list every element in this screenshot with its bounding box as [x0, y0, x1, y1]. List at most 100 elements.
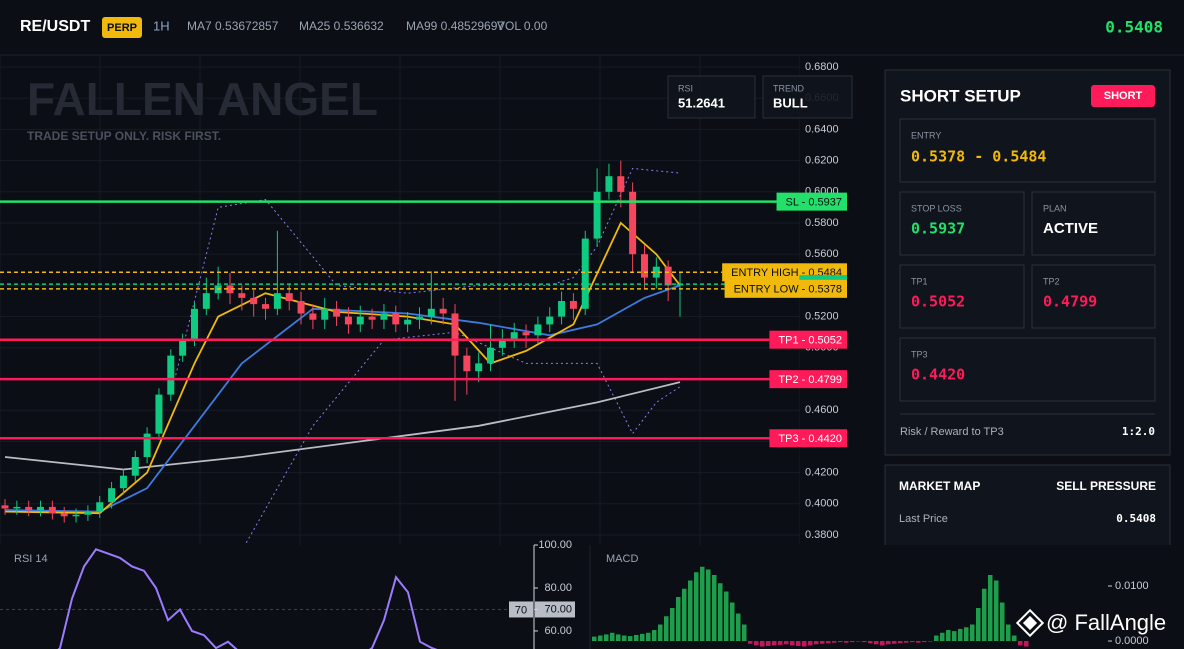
stop-card — [899, 191, 1025, 256]
candle-body — [190, 308, 198, 340]
macd-bar — [622, 635, 627, 642]
level-label-bg — [776, 192, 847, 211]
macd-bar — [778, 641, 783, 645]
macd-bar — [904, 641, 909, 643]
candle-body — [238, 293, 246, 298]
macd-bar — [676, 597, 681, 642]
candle-body — [522, 332, 530, 336]
last-price-value: 0.5408 — [1116, 512, 1156, 525]
last-price: 0.5408 — [1105, 18, 1163, 37]
y-tick-label: 0.4600 — [805, 404, 839, 416]
entry-label: ENTRY — [911, 130, 941, 140]
macd-bar — [982, 588, 987, 642]
candle-body — [179, 340, 187, 356]
macd-bar — [688, 580, 693, 642]
candle-body — [463, 355, 471, 372]
macd-bar — [658, 624, 663, 642]
macd-bar — [652, 630, 657, 642]
macd-bar — [724, 591, 729, 642]
candle-body — [558, 301, 566, 317]
tp2-value: 0.4799 — [1043, 293, 1097, 311]
grid — [0, 56, 800, 545]
macd-bar — [934, 635, 939, 642]
candle-body — [25, 506, 33, 511]
y-tick-label: 0.3800 — [805, 529, 839, 541]
macd-bar — [898, 641, 903, 644]
rsi-label: RSI — [678, 83, 693, 93]
ma99: MA99 0.48529697 — [406, 19, 504, 33]
macd-bar — [1012, 635, 1017, 642]
macd-bar — [832, 641, 837, 643]
y-tick-label: 0.0100 — [1115, 580, 1149, 592]
badge: PERP — [107, 22, 137, 34]
candle-body — [131, 457, 139, 476]
candle-body — [664, 266, 672, 286]
macd-bar — [946, 630, 951, 642]
candle-body — [344, 316, 352, 325]
tp2-label: TP2 — [1043, 276, 1060, 286]
candle-body — [629, 191, 637, 255]
candle-body — [60, 513, 68, 517]
candle-body — [226, 285, 234, 294]
rsi-value: 51.2641 — [678, 95, 725, 110]
candle-body — [380, 313, 388, 320]
level-label-bg — [724, 279, 847, 298]
macd-bar — [964, 627, 969, 642]
panel-title: MACD — [606, 553, 638, 565]
badge-bg — [102, 17, 142, 38]
macd-bar — [826, 641, 831, 644]
header: RE/USDT PERP 1H MA7 0.53672857 MA25 0.53… — [0, 17, 1184, 56]
candle-body — [48, 506, 56, 514]
macd-bar — [814, 641, 819, 645]
symbol: RE/USDT — [20, 18, 90, 35]
setup-title: SHORT SETUP — [900, 86, 1021, 105]
tp1-card — [899, 264, 1025, 329]
macd-bar — [682, 588, 687, 642]
level-label-bg — [769, 429, 847, 448]
macd-bar — [712, 574, 717, 642]
tp3-label: TP3 — [911, 349, 928, 359]
candle-body — [415, 316, 423, 320]
rr-value: 1:2.0 — [1122, 425, 1155, 438]
candle-body — [581, 238, 589, 309]
candle-body — [155, 394, 163, 434]
plan-label: PLAN — [1043, 203, 1067, 213]
y-tick-label: 0.5800 — [805, 217, 839, 229]
market-title: MARKET MAP — [899, 479, 980, 493]
level-label: TP2 - 0.4799 — [778, 374, 842, 386]
macd-bar — [808, 641, 813, 646]
level-label: ENTRY LOW - 0.5378 — [734, 284, 842, 296]
macd-bar — [592, 636, 597, 642]
level-badge-bg — [509, 601, 533, 618]
watermark-subtitle: TRADE SETUP ONLY. RISK FIRST. — [27, 129, 221, 143]
macd-bar — [886, 641, 891, 645]
candle-body — [487, 347, 495, 364]
macd-bar — [1006, 624, 1011, 642]
candle-body — [108, 488, 116, 503]
y-tick-label: 0.6200 — [805, 155, 839, 167]
macd-bar — [790, 641, 795, 646]
y-tick-label: 0.6800 — [805, 61, 839, 73]
plan-card — [1031, 191, 1156, 256]
macd-bar — [844, 641, 849, 643]
macd-bar — [958, 628, 963, 642]
volume: VOL 0.00 — [497, 19, 548, 33]
y-tick-label: 0.0000 — [1115, 635, 1149, 647]
macd-bar — [880, 641, 885, 646]
macd-bar — [820, 641, 825, 644]
level-label: TP1 - 0.5052 — [778, 335, 842, 347]
macd-bar — [634, 634, 639, 642]
macd-bar — [892, 641, 897, 644]
candle-body — [167, 355, 175, 395]
candle-body — [534, 324, 542, 336]
candle-body — [451, 313, 459, 356]
candle-body — [605, 176, 613, 192]
y-tick-label: 0.4200 — [805, 467, 839, 479]
macd-bar — [1000, 602, 1005, 642]
y-tick-label: 80.00 — [544, 582, 572, 594]
candle-body — [510, 332, 518, 340]
timeframe[interactable]: 1H — [153, 18, 170, 33]
candle-body — [321, 308, 329, 320]
macd-bar — [640, 633, 645, 642]
